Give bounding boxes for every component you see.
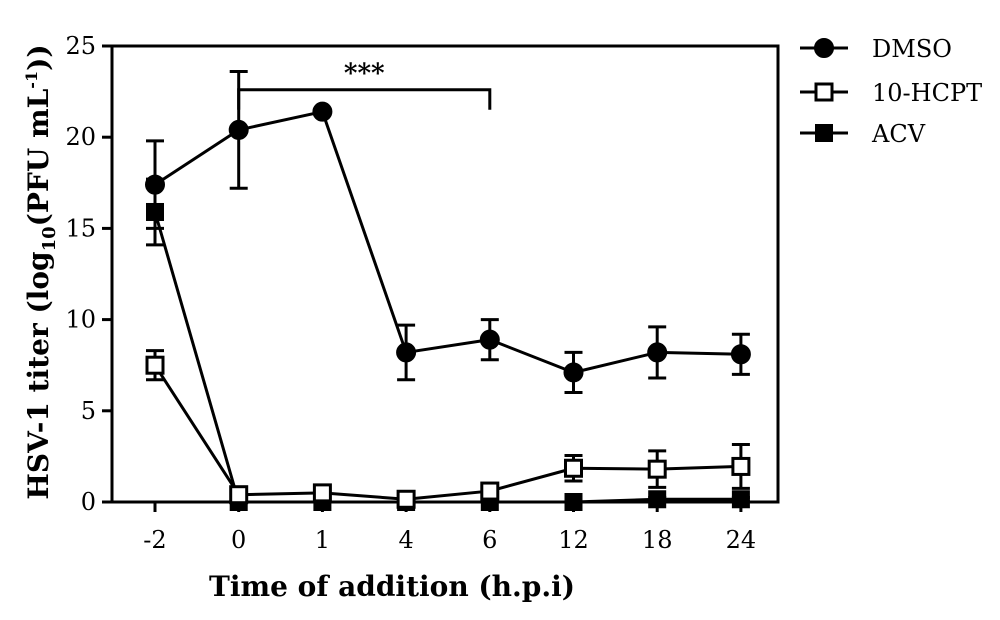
data-point-10-hcpt [145, 355, 165, 375]
y-tick-label: 25 [65, 32, 96, 60]
legend-label-10-hcpt: 10-HCPT [872, 79, 982, 107]
significance-annotation: *** [237, 59, 492, 110]
legend-item-dmso: DMSO [800, 35, 952, 63]
data-point-acv [648, 490, 667, 509]
data-point-10-hcpt [647, 459, 667, 479]
data-point-10-hcpt [480, 481, 500, 501]
data-point-acv [564, 493, 583, 511]
legend-item-10-hcpt: 10-HCPT [800, 79, 982, 107]
y-tick-label: 5 [81, 397, 96, 425]
y-axis: 0 5 10 15 20 25 [65, 32, 112, 516]
data-point-10-hcpt [312, 483, 332, 503]
data-point-dmso [228, 119, 249, 140]
significance-label: *** [344, 59, 385, 89]
data-point-10-hcpt [396, 489, 416, 509]
data-point-dmso [396, 342, 417, 363]
x-tick-label: 6 [482, 526, 497, 554]
legend-marker-dmso [814, 38, 834, 58]
legend-label-dmso: DMSO [872, 35, 952, 63]
series-10-hcpt [145, 349, 751, 509]
x-axis-title: Time of addition (h.p.i) [209, 570, 575, 603]
data-point-dmso [312, 101, 333, 122]
plot-frame [110, 44, 780, 504]
y-tick-label: 0 [81, 488, 96, 516]
data-point-10-hcpt [564, 458, 583, 478]
series-layer [145, 70, 751, 511]
legend: DMSO 10-HCPT ACV [800, 35, 982, 148]
x-tick-label: 1 [315, 526, 330, 554]
plot-area-border [110, 44, 780, 504]
x-tick-label: 18 [642, 526, 673, 554]
data-point-dmso [145, 174, 165, 195]
y-axis-title: HSV-1 titer (log10(PFU mL-1)) [22, 44, 60, 499]
x-tick-label: 0 [231, 526, 246, 554]
y-tick-label: 15 [65, 214, 96, 242]
data-point-dmso [730, 344, 751, 365]
legend-marker-10-hcpt [814, 82, 834, 102]
y-axis-title-suffix: )) [22, 44, 55, 71]
x-tick-label: 4 [398, 526, 413, 554]
data-point-10-hcpt [731, 456, 751, 476]
y-axis-title-prefix: HSV-1 titer (log [22, 251, 55, 499]
legend-marker-acv [815, 124, 833, 142]
data-point-dmso [563, 362, 584, 383]
y-axis-title-subscript: 10 [39, 226, 60, 251]
series-line-acv [153, 211, 741, 504]
y-axis-title-superscript: -1 [22, 71, 41, 89]
significance-bracket [237, 88, 492, 110]
y-axis-title-mid: (PFU mL [22, 88, 55, 226]
series-line-10-hcpt [153, 364, 741, 501]
series-dmso [145, 70, 751, 395]
legend-item-acv: ACV [800, 120, 926, 148]
data-point-acv [731, 490, 750, 509]
y-tick-label: 10 [65, 306, 96, 334]
series-line-dmso [154, 110, 741, 374]
x-axis: -2 0 1 4 6 12 18 24 [143, 502, 756, 554]
x-tick-label: 24 [726, 526, 757, 554]
data-point-10-hcpt [229, 485, 249, 505]
data-point-dmso [479, 329, 500, 350]
data-point-dmso [647, 342, 668, 363]
legend-label-acv: ACV [871, 120, 926, 148]
x-tick-label: -2 [143, 526, 166, 554]
y-tick-label: 20 [65, 123, 96, 151]
x-tick-label: 12 [558, 526, 589, 554]
